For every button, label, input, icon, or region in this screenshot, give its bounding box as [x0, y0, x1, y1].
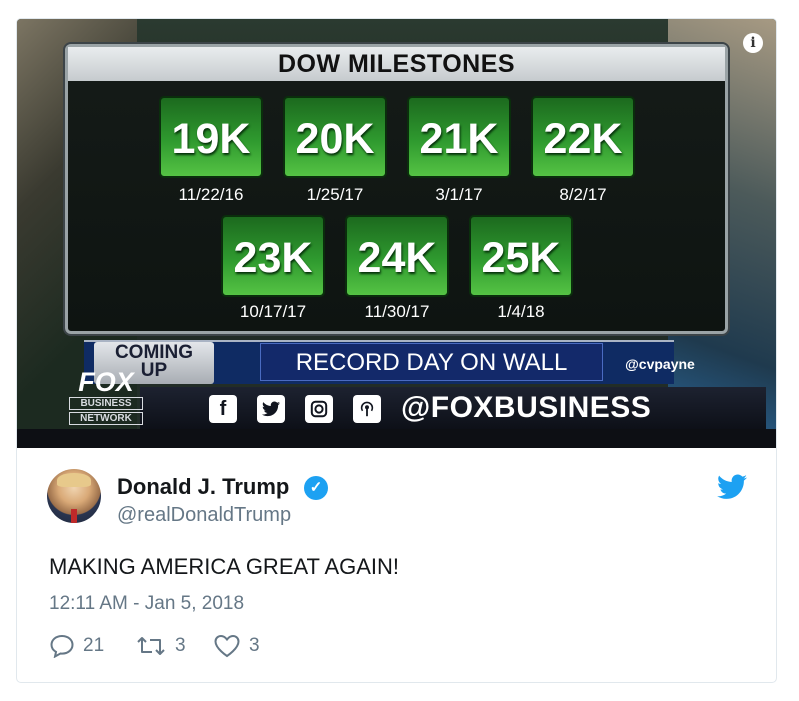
- coming-up-line2: UP: [140, 360, 168, 381]
- milestone-value: 23K: [233, 234, 313, 282]
- fox-business-logo: FOX BUSINESS NETWORK: [69, 369, 143, 427]
- milestone-tile: 20K: [283, 96, 387, 178]
- milestone-tile: 22K: [531, 96, 635, 178]
- heart-icon: [214, 634, 240, 658]
- avatar-hair: [57, 473, 91, 487]
- milestone-date: 1/25/17: [306, 185, 364, 204]
- fox-logo-sub2: NETWORK: [69, 412, 143, 425]
- fox-logo-sub1: BUSINESS: [69, 397, 143, 410]
- milestone-value: 24K: [357, 234, 437, 282]
- tweet-card[interactable]: NYA 124.99 RELEAS OFF ZER BASIS 10.91 DS…: [16, 18, 777, 683]
- milestone-date: 3/1/17: [435, 185, 483, 204]
- milestone-date: 10/17/17: [239, 302, 307, 321]
- retweet-count: 3: [175, 635, 186, 656]
- instagram-icon: [305, 395, 333, 423]
- milestone-value: 19K: [171, 115, 251, 163]
- retweet-button[interactable]: 3: [135, 633, 186, 659]
- board-title: DOW MILESTONES: [68, 47, 725, 81]
- twitter-bird-icon[interactable]: [717, 474, 747, 500]
- reply-button[interactable]: 21: [49, 633, 104, 659]
- social-bar: [140, 387, 766, 429]
- info-icon[interactable]: i: [743, 33, 763, 53]
- milestone-value: 25K: [481, 234, 561, 282]
- coming-up-line1: COMING: [114, 342, 194, 363]
- twitter-icon: [257, 395, 285, 423]
- reply-count: 21: [83, 635, 105, 656]
- like-button[interactable]: 3: [213, 633, 260, 659]
- user-handle[interactable]: @realDonaldTrump: [117, 504, 292, 526]
- tweet-media-image[interactable]: NYA 124.99 RELEAS OFF ZER BASIS 10.91 DS…: [17, 19, 776, 448]
- news-headline: RECORD DAY ON WALL STREET: [260, 343, 603, 414]
- podcast-icon: [353, 395, 381, 423]
- milestone-tile: 19K: [159, 96, 263, 178]
- reply-icon: [50, 634, 74, 658]
- milestone-tile: 24K: [345, 215, 449, 297]
- tweet-timestamp[interactable]: 12:11 AM - Jan 5, 2018: [49, 593, 245, 614]
- milestone-date: 1/4/18: [497, 302, 545, 321]
- milestone-date: 8/2/17: [559, 185, 607, 204]
- avatar-tie: [71, 509, 77, 523]
- media-bottom-strip: [17, 429, 776, 448]
- coming-up-label: COMING UP: [94, 342, 214, 384]
- milestone-tile: 21K: [407, 96, 511, 178]
- milestone-date: 11/30/17: [364, 302, 430, 321]
- fox-business-handle: @FOXBUSINESS: [401, 391, 652, 424]
- milestone-tile: 25K: [469, 215, 573, 297]
- facebook-icon: f: [209, 395, 237, 423]
- retweet-icon: [137, 637, 165, 655]
- milestone-date: 11/22/16: [178, 185, 244, 204]
- milestone-value: 20K: [295, 115, 375, 163]
- milestone-value: 22K: [543, 115, 623, 163]
- milestone-value: 21K: [419, 115, 499, 163]
- like-count: 3: [249, 635, 260, 656]
- tweet-text: MAKING AMERICA GREAT AGAIN!: [49, 554, 400, 579]
- user-display-name[interactable]: Donald J. Trump: [117, 474, 290, 499]
- verified-badge-icon: ✓: [304, 476, 328, 500]
- avatar[interactable]: [47, 469, 101, 523]
- fox-logo-text: FOX: [78, 367, 134, 397]
- anchor-handle: @cvpayne: [625, 356, 695, 372]
- milestone-tile: 23K: [221, 215, 325, 297]
